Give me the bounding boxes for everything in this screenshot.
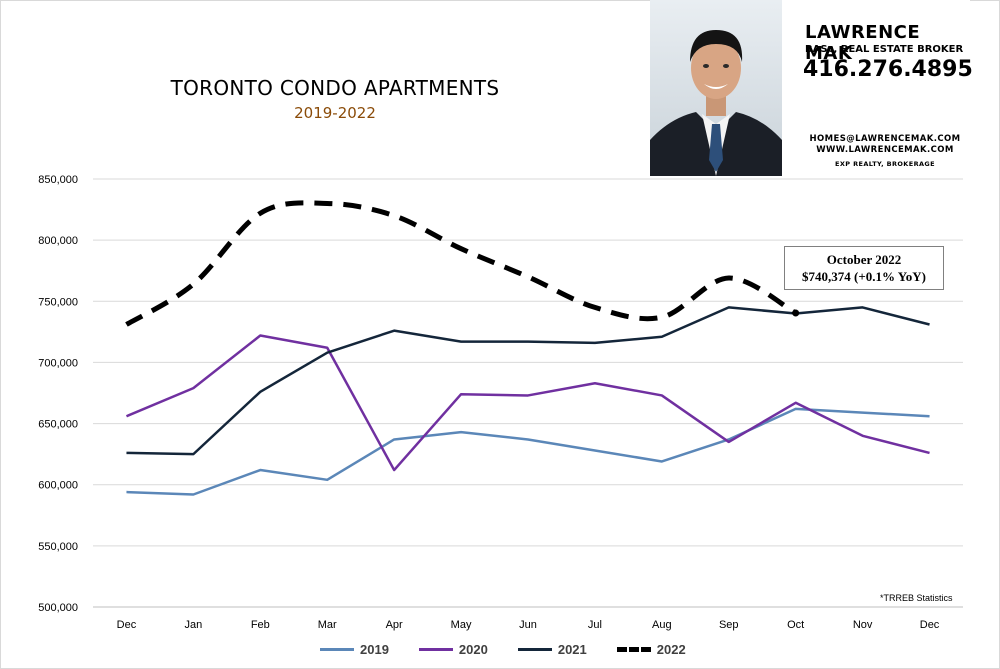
x-tick-label: Aug [652, 619, 672, 631]
series-line-2020 [125, 334, 930, 472]
x-tick-label: Jul [588, 619, 602, 631]
y-tick-label: 500,000 [38, 602, 78, 614]
annotation-callout: October 2022 $740,374 (+0.1% YoY) [784, 246, 944, 290]
agent-portrait-icon [650, 0, 782, 176]
x-tick-label: Mar [318, 619, 337, 631]
legend-swatch-2021 [517, 647, 552, 651]
annotation-line-1: October 2022 [826, 252, 902, 267]
legend-label-2022: 2022 [656, 641, 686, 657]
legend-swatch-2019 [320, 647, 354, 651]
chart-legend: 2019 2020 2021 2022 [320, 640, 686, 658]
x-tick-label: Apr [386, 619, 403, 631]
y-axis-ticks: 500,000 550,000 600,000 650,000 700,000 750,0… [38, 174, 78, 614]
series-line-2021 [126, 306, 930, 456]
agent-email[interactable]: HOMES@LAWRENCEMAK.COM [809, 134, 961, 144]
x-tick-label: Oct [787, 619, 804, 631]
annotation-line-2: $740,374 (+0.1% YoY) [802, 269, 926, 284]
legend-item-2021[interactable]: 2021 [517, 641, 587, 657]
x-tick-label: Jan [185, 619, 203, 631]
x-tick-label: Sep [719, 619, 739, 631]
agent-card: LAWRENCE MAK BASc, REAL ESTATE BROKER 41… [650, 0, 973, 176]
chart-title: TORONTO CONDO APARTMENTS [170, 76, 500, 100]
y-tick-label: 800,000 [38, 235, 78, 247]
x-tick-label: Dec [920, 619, 940, 631]
x-tick-label: May [451, 619, 472, 631]
x-axis-ticks: Dec Jan Feb Mar Apr May Jun Jul Aug Sep Oct Nov Dec [117, 619, 940, 631]
annotation-point [792, 309, 800, 317]
legend-item-2022[interactable]: 2022 [616, 641, 686, 657]
agent-phone[interactable]: 416.276.4895 [803, 57, 973, 82]
x-tick-label: Jun [519, 619, 537, 631]
y-tick-label: 750,000 [38, 296, 78, 308]
agent-brokerage: EXP REALTY, BROKERAGE [835, 160, 935, 168]
agent-credentials: BASc, REAL ESTATE BROKER [805, 44, 964, 55]
y-tick-label: 600,000 [38, 480, 78, 492]
y-tick-label: 650,000 [38, 419, 78, 431]
chart-subtitle: 2019-2022 [294, 104, 376, 122]
y-tick-label: 550,000 [38, 541, 78, 553]
legend-swatch-2020 [418, 647, 453, 651]
x-tick-label: Nov [853, 619, 873, 631]
legend-swatch-2022 [616, 646, 651, 652]
legend-label-2019: 2019 [360, 641, 389, 657]
gridlines [93, 178, 963, 608]
legend-label-2021: 2021 [557, 641, 587, 657]
y-tick-label: 700,000 [38, 357, 78, 369]
agent-name: LAWRENCE MAK [805, 22, 921, 64]
annotation-marker [792, 309, 800, 317]
series-line-2022 [125, 200, 797, 327]
y-tick-label: 850,000 [38, 174, 78, 186]
agent-website[interactable]: WWW.LAWRENCEMAK.COM [816, 145, 954, 155]
legend-item-2020[interactable]: 2020 [418, 641, 488, 657]
legend-item-2019[interactable]: 2019 [320, 642, 389, 657]
source-note: *TRREB Statistics [880, 593, 953, 603]
series-line-2019 [126, 407, 930, 496]
legend-label-2020: 2020 [458, 641, 488, 657]
x-tick-label: Dec [117, 619, 137, 631]
x-tick-label: Feb [251, 619, 270, 631]
